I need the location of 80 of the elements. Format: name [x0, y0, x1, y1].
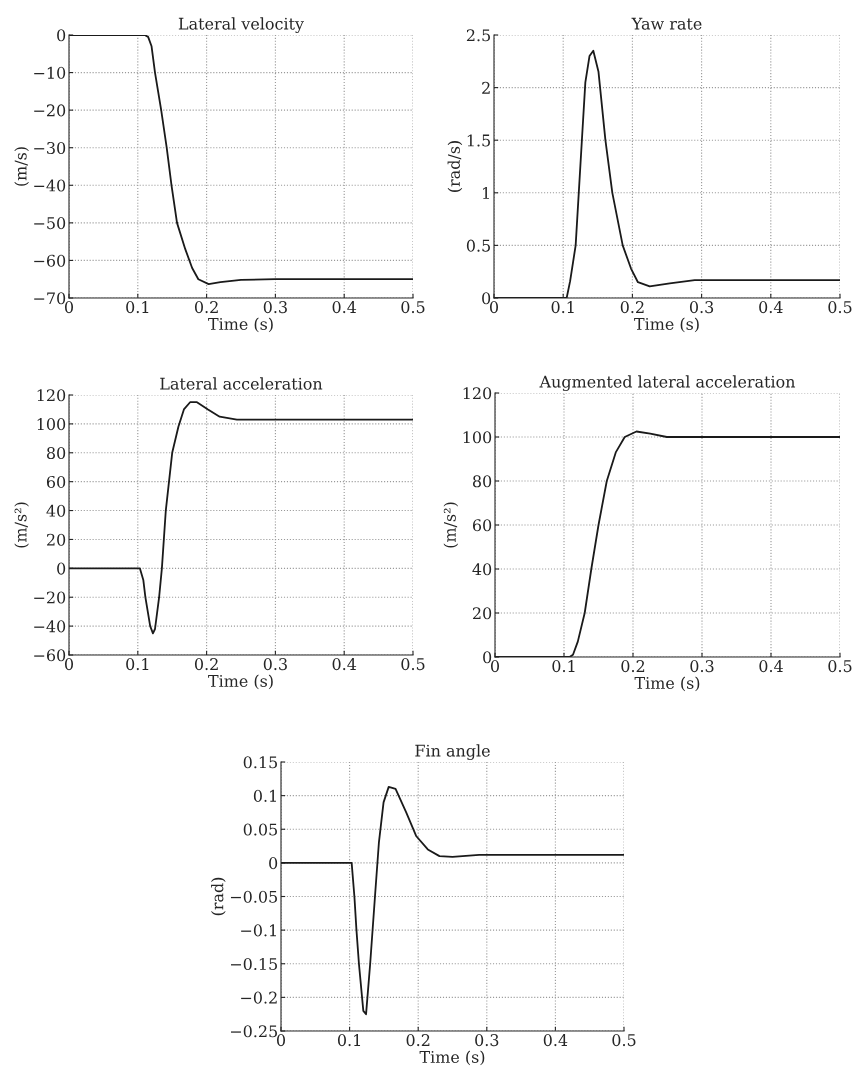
x-tick-label: 0.3 — [475, 1034, 499, 1047]
y-axis-title: (m/s²) — [443, 502, 459, 548]
y-tick-label: −0.05 — [230, 890, 277, 903]
x-tick-label: 0.1 — [126, 658, 149, 671]
y-tick-label: −70 — [34, 292, 66, 305]
chart-title: Fin angle — [415, 744, 490, 760]
x-tick-label: 0.1 — [337, 1034, 361, 1047]
y-tick-label: 80 — [46, 446, 66, 460]
x-tick-label: 0.1 — [552, 660, 575, 673]
x-tick-label: 0.4 — [332, 301, 357, 314]
x-tick-label: 0.1 — [126, 301, 149, 314]
x-tick-label: 0.2 — [620, 301, 644, 314]
y-tick-label: 0 — [269, 857, 278, 870]
x-tick-label: 0.3 — [689, 301, 714, 314]
y-tick-label: 0 — [57, 562, 66, 575]
y-axis-title: (m/s²) — [14, 502, 29, 548]
y-tick-label: −40 — [34, 620, 66, 633]
y-tick-label: 60 — [46, 475, 66, 488]
x-tick-label: 0.4 — [759, 301, 783, 314]
x-axis-title: Time (s) — [634, 676, 700, 692]
y-tick-label: 1 — [483, 187, 489, 199]
x-tick-label: 0.4 — [332, 658, 357, 671]
y-tick-label: −60 — [34, 254, 66, 267]
y-tick-label: 40 — [46, 504, 66, 517]
y-tick-label: 120 — [37, 389, 66, 402]
y-axis-title: (m/s) — [14, 147, 29, 186]
chart-title: Lateral velocity — [178, 17, 304, 33]
y-tick-label: 0.5 — [466, 239, 490, 252]
x-tick-label: 0.5 — [828, 660, 852, 673]
y-tick-label: 0.05 — [243, 823, 277, 836]
x-tick-label: 0.3 — [263, 658, 287, 671]
y-tick-label: −0.2 — [241, 991, 277, 1004]
y-tick-label: −0.15 — [230, 957, 277, 971]
y-tick-label: 0.15 — [243, 756, 277, 769]
y-tick-label: 40 — [472, 563, 492, 576]
x-tick-label: 0 — [276, 1034, 286, 1047]
y-tick-label: 100 — [463, 431, 492, 444]
y-tick-label: 80 — [472, 475, 492, 488]
y-tick-label: −20 — [34, 104, 66, 117]
x-tick-label: 0.5 — [401, 301, 425, 314]
chart-title: Lateral acceleration — [160, 377, 323, 390]
y-tick-label: −10 — [34, 66, 66, 79]
x-tick-label: 0.5 — [612, 1034, 636, 1047]
x-tick-label: 0.2 — [194, 301, 218, 314]
x-tick-label: 0.2 — [194, 658, 218, 671]
y-axis-title: (rad) — [211, 877, 226, 916]
y-tick-label: 0 — [482, 292, 491, 305]
x-tick-label: 0.4 — [543, 1034, 568, 1047]
y-tick-label: −30 — [34, 141, 66, 155]
x-axis-title: Time (s) — [634, 317, 699, 333]
y-tick-label: 20 — [46, 533, 66, 546]
y-tick-label: −50 — [34, 217, 66, 230]
y-axis-title: (rad/s) — [447, 141, 463, 192]
x-tick-label: 0.5 — [401, 658, 425, 671]
x-tick-label: 0.5 — [828, 301, 852, 314]
y-tick-label: 0.1 — [253, 789, 276, 802]
x-axis-title: Time (s) — [419, 1050, 485, 1066]
x-tick-label: 0.1 — [551, 301, 574, 314]
y-tick-label: −40 — [34, 179, 66, 192]
y-tick-label: −20 — [34, 591, 66, 604]
y-tick-label: 100 — [37, 418, 66, 431]
y-tick-label: −0.1 — [241, 924, 276, 937]
y-tick-label: 2 — [482, 81, 490, 94]
x-axis-title: Time (s) — [208, 317, 273, 333]
chart-title: Augmented lateral acceleration — [539, 375, 796, 391]
x-tick-label: 0.3 — [690, 660, 714, 673]
x-tick-label: 0.2 — [406, 1034, 430, 1047]
y-tick-label: 2.5 — [466, 29, 490, 42]
y-tick-label: 20 — [472, 607, 492, 620]
y-tick-label: 120 — [463, 387, 492, 400]
y-tick-label: 0 — [57, 29, 66, 42]
x-tick-label: 0.3 — [263, 301, 287, 314]
x-tick-label: 0.4 — [759, 660, 783, 673]
x-tick-label: 0.2 — [621, 660, 645, 673]
y-tick-label: 60 — [472, 519, 492, 532]
chart-title: Yaw rate — [631, 17, 702, 30]
y-tick-label: −60 — [34, 649, 66, 662]
y-tick-label: 1.5 — [467, 134, 490, 147]
x-axis-title: Time (s) — [208, 674, 273, 690]
y-tick-label: −0.25 — [230, 1025, 277, 1038]
